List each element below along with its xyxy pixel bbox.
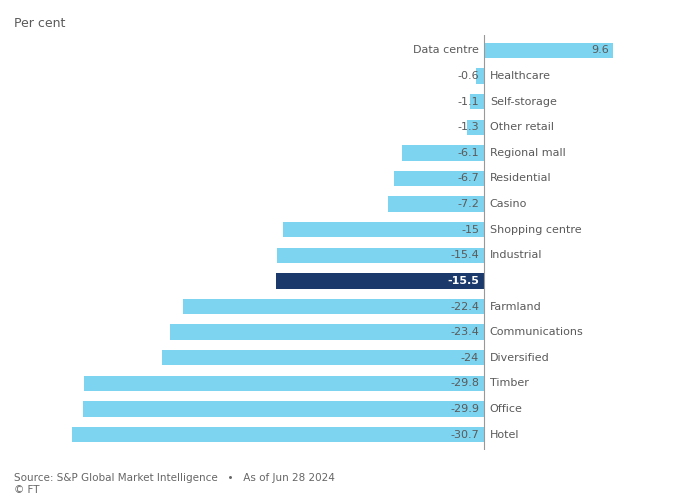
Text: -15.5: -15.5	[447, 276, 479, 286]
Text: Residential: Residential	[490, 174, 552, 184]
Text: -1.3: -1.3	[457, 122, 479, 132]
Text: Communications: Communications	[490, 327, 584, 337]
Text: -7.2: -7.2	[457, 199, 479, 209]
Bar	[84, 376, 484, 391]
Bar	[276, 273, 484, 288]
Text: -30.7: -30.7	[450, 430, 479, 440]
Bar	[283, 222, 484, 238]
Bar	[402, 145, 484, 160]
Bar	[484, 42, 613, 58]
Text: -6.1: -6.1	[457, 148, 479, 158]
Bar	[170, 324, 484, 340]
Text: Source: S&P Global Market Intelligence   •   As of Jun 28 2024
© FT: Source: S&P Global Market Intelligence •…	[14, 474, 335, 495]
Bar	[470, 94, 484, 110]
Text: -23.4: -23.4	[450, 327, 479, 337]
Text: -1.1: -1.1	[457, 96, 479, 106]
Text: 9.6: 9.6	[592, 46, 610, 56]
Text: Timber: Timber	[490, 378, 528, 388]
Text: -15: -15	[461, 224, 479, 234]
Text: -22.4: -22.4	[450, 302, 479, 312]
Text: Diversified: Diversified	[490, 353, 550, 363]
Text: Healthcare: Healthcare	[490, 71, 551, 81]
Text: Shopping centre: Shopping centre	[490, 224, 582, 234]
Bar	[183, 299, 484, 314]
Text: Other retail: Other retail	[490, 122, 554, 132]
Text: Farmland: Farmland	[490, 302, 542, 312]
Text: -29.8: -29.8	[450, 378, 479, 388]
Text: Regional mall: Regional mall	[490, 148, 566, 158]
Text: Hotel: Hotel	[490, 430, 519, 440]
Text: Per cent: Per cent	[14, 17, 65, 30]
Text: -29.9: -29.9	[450, 404, 479, 414]
Bar	[388, 196, 484, 212]
Text: Data centre: Data centre	[413, 46, 479, 56]
Text: Casino: Casino	[490, 199, 527, 209]
Text: All US Reits: All US Reits	[490, 276, 562, 286]
Bar	[162, 350, 484, 366]
Text: -24: -24	[461, 353, 479, 363]
Bar	[467, 120, 484, 135]
Text: Office: Office	[490, 404, 523, 414]
Bar	[277, 248, 484, 263]
Text: -6.7: -6.7	[457, 174, 479, 184]
Text: Industrial: Industrial	[490, 250, 542, 260]
Bar	[394, 171, 484, 186]
Bar	[72, 427, 484, 442]
Text: -0.6: -0.6	[457, 71, 479, 81]
Bar	[476, 68, 484, 84]
Text: -15.4: -15.4	[450, 250, 479, 260]
Text: Self-storage: Self-storage	[490, 96, 556, 106]
Bar	[83, 402, 484, 416]
